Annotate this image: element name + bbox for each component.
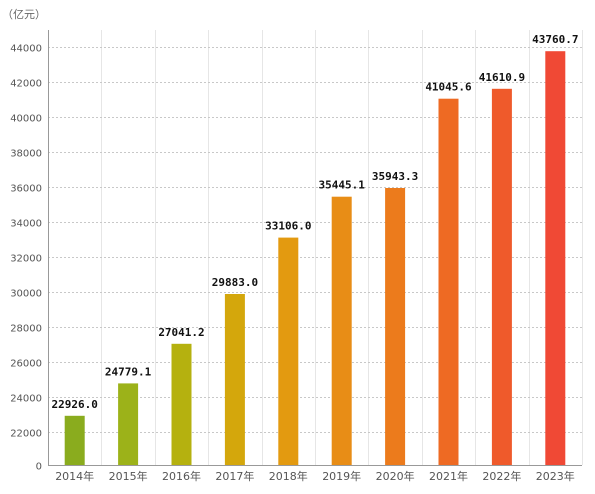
- x-tick-label: 2018年: [269, 469, 308, 483]
- y-tick-label: 0: [36, 462, 42, 473]
- data-label: 41045.6: [425, 81, 472, 94]
- data-labels: 22926.0 24779.1 27041.2 29883.0 33106.0 35445…: [52, 33, 579, 411]
- data-label: 41610.9: [479, 71, 525, 84]
- x-tick-label: 2022年: [482, 469, 521, 483]
- bar: [385, 188, 406, 465]
- y-tick-label: 36000: [10, 184, 42, 195]
- axes: [48, 30, 582, 466]
- bar: [331, 196, 352, 465]
- bar: [438, 98, 459, 465]
- data-label: 35445.1: [319, 179, 366, 192]
- bar: [118, 383, 139, 465]
- bar: [278, 237, 299, 465]
- bar: [224, 294, 245, 465]
- bar: [545, 51, 566, 465]
- y-tick-label: 22000: [10, 429, 42, 440]
- x-tick-label: 2016年: [162, 469, 201, 483]
- y-tick-label: 32000: [10, 254, 42, 265]
- data-label: 22926.0: [52, 398, 98, 411]
- y-tick-label: 28000: [10, 324, 42, 335]
- bar: [491, 88, 512, 466]
- data-label: 29883.0: [212, 276, 258, 289]
- y-axis-ticks: 0 22000 24000 26000 28000 30000 32000 34000 3600…: [10, 44, 42, 473]
- x-tick-label: 2021年: [429, 469, 468, 483]
- y-tick-label: 40000: [10, 114, 42, 125]
- y-tick-label: 30000: [10, 289, 42, 300]
- x-tick-label: 2014年: [55, 469, 94, 483]
- y-tick-label: 44000: [10, 44, 42, 55]
- data-label: 24779.1: [105, 365, 152, 378]
- y-tick-label: 26000: [10, 359, 42, 370]
- bars: [64, 51, 566, 466]
- data-label: 43760.7: [532, 33, 578, 46]
- x-tick-label: 2015年: [109, 469, 148, 483]
- y-unit-label: （亿元）: [2, 8, 46, 21]
- bar: [171, 343, 192, 465]
- bar: [64, 415, 85, 465]
- data-label: 33106.0: [265, 220, 311, 233]
- y-tick-label: 42000: [10, 79, 42, 90]
- data-label: 35943.3: [372, 170, 418, 183]
- y-tick-label: 38000: [10, 149, 42, 160]
- y-tick-label: 34000: [10, 219, 42, 230]
- x-tick-label: 2019年: [322, 469, 361, 483]
- x-tick-label: 2020年: [376, 469, 415, 483]
- x-tick-label: 2017年: [215, 469, 254, 483]
- x-axis-ticks: 2014年 2015年 2016年 2017年 2018年 2019年 2020年 2021年…: [55, 469, 575, 483]
- y-tick-label: 24000: [10, 394, 42, 405]
- data-label: 27041.2: [158, 326, 204, 339]
- x-tick-label: 2023年: [536, 469, 575, 483]
